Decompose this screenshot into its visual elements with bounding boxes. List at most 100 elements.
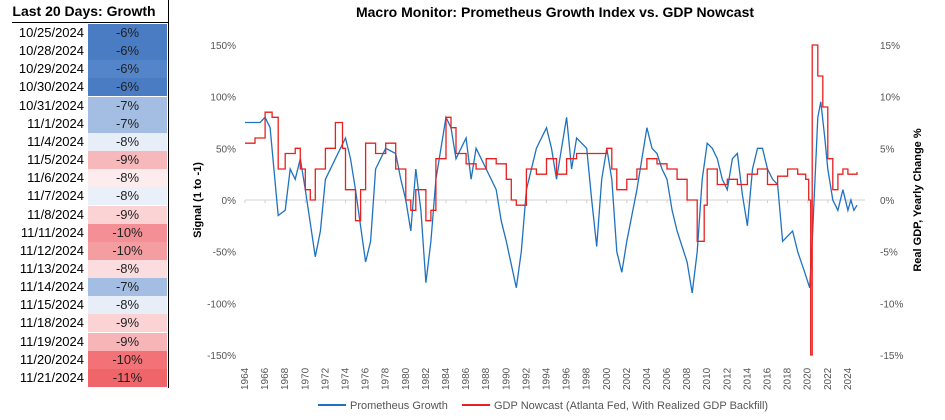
x-tick-label: 2016 (763, 367, 774, 390)
row-growth-value: -10% (88, 350, 167, 369)
row-growth-value: -6% (88, 78, 167, 97)
y-tick-label-right: -15% (880, 351, 903, 362)
x-tick-label: 1990 (501, 367, 512, 390)
table-row: 11/11/2024 -10% (0, 223, 168, 242)
y-tick-label-left: -100% (207, 299, 236, 310)
row-date: 10/30/2024 (18, 79, 84, 95)
y-tick-label-right: 0% (880, 196, 895, 207)
y-tick-label-left: 150% (210, 41, 236, 52)
row-growth-value: -7% (88, 96, 167, 115)
chart-legend: Prometheus Growth GDP Nowcast (Atlanta F… (318, 400, 768, 412)
y-tick-label-right: 10% (880, 93, 900, 104)
table-row: 11/18/2024 -9% (0, 314, 168, 333)
table-row: 11/20/2024 -10% (0, 350, 168, 369)
table-row: 10/28/2024 -6% (0, 42, 168, 61)
x-tick-label: 2022 (823, 367, 834, 390)
x-tick-label: 1970 (300, 367, 311, 390)
x-tick-label: 2014 (742, 367, 753, 390)
table-row: 11/5/2024 -9% (0, 151, 168, 170)
x-tick-label: 2002 (622, 367, 633, 390)
table-row: 10/30/2024 -6% (0, 78, 168, 97)
row-date: 11/19/2024 (19, 333, 84, 349)
table-row: 11/1/2024 -7% (0, 114, 168, 133)
row-date: 11/14/2024 (19, 279, 84, 295)
x-tick-label: 1988 (481, 367, 492, 390)
row-growth-value: -11% (88, 368, 167, 387)
x-tick-label: 1968 (280, 367, 291, 390)
row-growth-value: -8% (88, 132, 167, 151)
table-row: 11/6/2024 -8% (0, 169, 168, 188)
table-row: 11/4/2024 -8% (0, 132, 168, 151)
y-tick-label-left: 50% (216, 144, 236, 155)
x-tick-label: 2020 (803, 367, 814, 390)
y-tick-label-left: 0% (222, 196, 237, 207)
x-tick-label: 2012 (722, 367, 733, 390)
table-row: 11/19/2024 -9% (0, 332, 168, 351)
row-growth-value: -10% (88, 223, 167, 242)
row-date: 10/25/2024 (18, 25, 84, 40)
table-row: 10/25/2024 -6% (0, 24, 168, 42)
row-growth-value: -7% (88, 114, 167, 133)
x-tick-label: 1978 (381, 367, 392, 390)
table-row: 11/21/2024 -11% (0, 368, 168, 387)
row-date: 11/7/2024 (27, 188, 84, 204)
row-date: 11/5/2024 (27, 152, 84, 168)
row-growth-value: -9% (88, 205, 167, 224)
x-tick-label: 1984 (441, 367, 452, 390)
table-row: 11/7/2024 -8% (0, 187, 168, 206)
x-tick-label: 2010 (702, 367, 713, 390)
row-growth-value: -8% (88, 187, 167, 206)
x-tick-label: 2004 (642, 367, 653, 390)
table-row: 11/14/2024 -7% (0, 278, 168, 297)
gdp-nowcast-line (245, 44, 858, 356)
x-tick-label: 2018 (783, 367, 794, 390)
y-tick-label-right: -5% (880, 248, 898, 259)
table-chart-divider (168, 0, 169, 388)
x-tick-label: 1994 (541, 367, 552, 390)
x-tick-label: 2000 (602, 367, 613, 390)
row-date: 11/11/2024 (20, 224, 84, 240)
table-title: Last 20 Days: Growth (12, 3, 156, 19)
x-tick-label: 1976 (361, 367, 372, 390)
x-tick-label: 1992 (521, 367, 532, 390)
table-row: 11/15/2024 -8% (0, 296, 168, 315)
x-tick-label: 1972 (320, 367, 331, 390)
row-date: 10/31/2024 (18, 97, 84, 113)
x-tick-label: 1986 (461, 367, 472, 390)
row-date: 10/28/2024 (18, 43, 84, 59)
row-growth-value: -10% (88, 241, 167, 260)
row-growth-value: -6% (88, 42, 167, 61)
x-tick-label: 1964 (240, 367, 251, 390)
y-tick-label-right: -10% (880, 299, 903, 310)
prometheus-growth-line (245, 101, 858, 294)
row-growth-value: -7% (88, 278, 167, 297)
row-date: 11/13/2024 (19, 260, 84, 276)
y-axis-label-left: Signal (1 to -1) (192, 162, 204, 238)
table-header-divider (12, 22, 168, 23)
x-tick-label: 1980 (401, 367, 412, 390)
row-growth-value: -8% (88, 169, 167, 188)
row-growth-value: -9% (88, 151, 167, 170)
row-date: 11/20/2024 (19, 351, 84, 367)
table-row: 10/31/2024 -7% (0, 96, 168, 115)
legend-label-prometheus: Prometheus Growth (350, 400, 448, 412)
y-tick-label-right: 5% (880, 144, 895, 155)
row-date: 11/8/2024 (27, 206, 84, 222)
x-tick-label: 1966 (260, 367, 271, 390)
x-tick-label: 1998 (582, 367, 593, 390)
table-row: 10/29/2024 -6% (0, 60, 168, 79)
row-date: 11/15/2024 (19, 297, 84, 313)
x-tick-label: 1982 (421, 367, 432, 390)
table-row: 11/13/2024 -8% (0, 259, 168, 278)
x-tick-label: 1996 (562, 367, 573, 390)
table-row: 11/12/2024 -10% (0, 241, 168, 260)
row-growth-value: -6% (88, 60, 167, 79)
row-date: 10/29/2024 (18, 61, 84, 77)
row-growth-value: -8% (88, 259, 167, 278)
y-tick-label-left: -50% (213, 248, 236, 259)
row-growth-value: -6% (88, 24, 167, 42)
row-growth-value: -8% (88, 296, 167, 315)
x-tick-label: 1974 (340, 367, 351, 390)
table-row: 11/8/2024 -9% (0, 205, 168, 224)
